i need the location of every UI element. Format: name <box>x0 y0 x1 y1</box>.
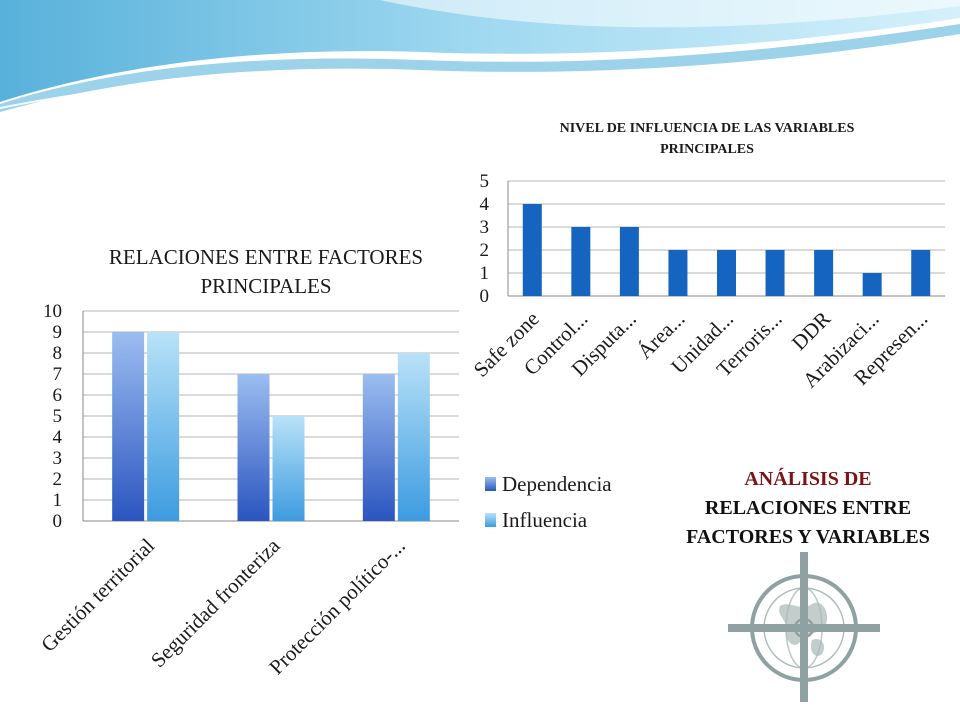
chart2-bar <box>765 250 785 296</box>
chart1-bar-influencia <box>272 416 305 521</box>
chart1-bar-influencia <box>397 353 430 521</box>
chart1-title-line2: PRINCIPALES <box>200 274 331 298</box>
slide-title-line1: ANÁLISIS DE <box>744 467 871 490</box>
chart1-y-tick-label: 4 <box>53 427 63 448</box>
slide-title-line2: RELACIONES ENTRE <box>705 497 911 519</box>
chart1-y-tick-label: 2 <box>53 469 63 490</box>
chart2-bar <box>911 250 931 296</box>
chart1-y-tick-label: 7 <box>53 364 63 385</box>
chart2-y-tick-label: 2 <box>480 240 490 261</box>
legend-label-dependencia: Dependencia <box>502 472 612 496</box>
chart2-title-line1: NIVEL DE INFLUENCIA DE LAS VARIABLES <box>560 121 855 136</box>
chart1-y-tick-label: 1 <box>53 490 63 511</box>
chart2-bar <box>668 250 688 296</box>
chart2-bar <box>717 250 736 296</box>
chart1-bar-dependencia <box>112 332 145 521</box>
chart1-x-tick-label: Gestión territorial <box>36 533 159 656</box>
chart2-y-tick-label: 3 <box>480 217 490 238</box>
chart2-bar <box>862 273 882 296</box>
chart2-bar <box>571 227 591 296</box>
chart2-y-tick-label: 5 <box>480 171 490 192</box>
chart1-bar-dependencia <box>237 374 270 521</box>
chart1-bar-influencia <box>147 332 180 521</box>
chart2-bar <box>522 204 542 296</box>
slide-title: ANÁLISIS DE RELACIONES ENTRE FACTORES Y … <box>686 467 930 548</box>
chart2-y-tick-label: 1 <box>480 263 490 284</box>
chart1-y-tick-label: 9 <box>53 322 63 343</box>
legend-swatch-influencia <box>485 513 496 527</box>
slide-title-line3: FACTORES Y VARIABLES <box>686 526 930 548</box>
chart2-title-line2: PRINCIPALES <box>660 142 754 157</box>
chart2-y-tick-label: 0 <box>480 286 490 307</box>
legend-label-influencia: Influencia <box>502 508 588 532</box>
chart1-y-tick-label: 10 <box>43 301 62 322</box>
legend-swatch-dependencia <box>485 477 496 491</box>
header-waves <box>0 0 960 112</box>
chart2-bar <box>619 227 639 296</box>
chart1-bar-dependencia <box>362 374 395 521</box>
chart1-x-tick-label: Seguridad fronteriza <box>146 533 285 672</box>
chart1-y-tick-label: 6 <box>53 385 63 406</box>
chart1-x-tick-label: Protección político-... <box>264 534 410 680</box>
chart2-y-tick-label: 4 <box>480 194 490 215</box>
chart2-bar <box>814 250 834 296</box>
crosshair-globe-icon <box>728 552 880 702</box>
chart1-title-line1: RELACIONES ENTRE FACTORES <box>109 245 423 269</box>
chart1-y-tick-label: 0 <box>53 511 63 532</box>
chart1-y-tick-label: 3 <box>53 448 63 469</box>
chart1-y-tick-label: 8 <box>53 343 63 364</box>
chart1-legend: Dependencia Influencia <box>485 472 612 532</box>
chart-nivel-influencia: NIVEL DE INFLUENCIA DE LAS VARIABLES PRI… <box>469 121 945 392</box>
chart1-y-tick-label: 5 <box>53 406 63 427</box>
